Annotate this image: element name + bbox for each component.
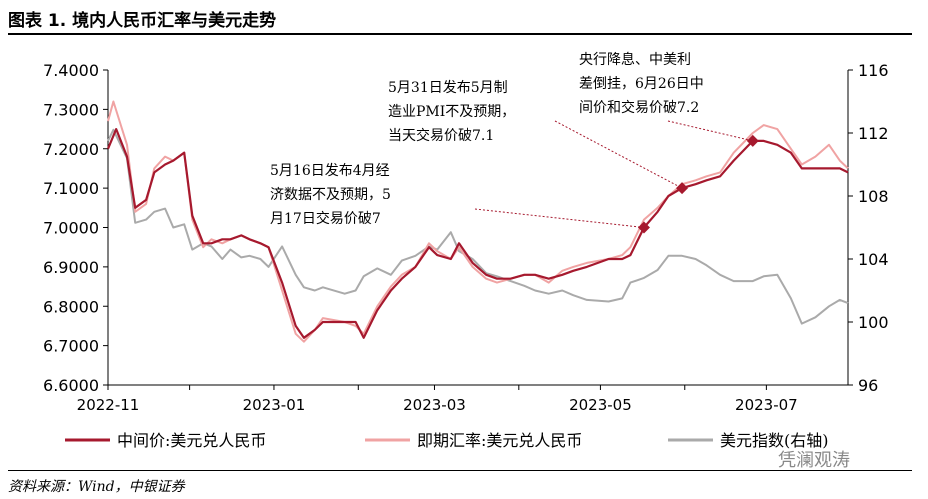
legend-item-2: 美元指数(右轴)	[668, 431, 829, 450]
y-right-tick-label: 100	[858, 313, 889, 332]
y-left-tick-label: 7.2000	[43, 140, 99, 159]
legend: 中间价:美元兑人民币 即期汇率:美元兑人民币 美元指数(右轴)	[65, 431, 829, 450]
footer-rule	[8, 470, 912, 471]
axes: 6.6000 6.7000 6.8000 6.9000 7.0000 7.1000 7.20…	[43, 61, 889, 414]
event-marker-1	[676, 182, 689, 195]
x-tick-label: 2022-11	[77, 396, 140, 414]
event-marker-2	[746, 134, 759, 147]
y-left-tick-label: 7.3000	[43, 100, 99, 119]
annotation-leader-line	[554, 120, 683, 189]
annotation-line: 5月31日发布5月制	[388, 80, 508, 96]
y-left-tick-label: 6.7000	[43, 337, 99, 356]
legend-label: 即期汇率:美元兑人民币	[417, 431, 582, 450]
x-tick-label: 2023-05	[569, 396, 632, 414]
y-right-tick-label: 112	[858, 124, 889, 143]
series-layer	[106, 100, 849, 343]
y-left-tick-label: 7.4000	[43, 61, 99, 80]
series-line-2	[107, 128, 849, 325]
annotation-line: 5月16日发布4月经	[270, 163, 390, 179]
exchange-rate-chart: 6.6000 6.7000 6.8000 6.9000 7.0000 7.1000 7.20…	[43, 51, 889, 450]
x-tick-label: 2023-07	[735, 396, 798, 414]
title-rule	[8, 33, 912, 35]
annotation-line: 月17日交易价破7	[270, 210, 381, 227]
annotation-line: 间价和交易价破7.2	[579, 99, 699, 116]
y-left-tick-label: 6.8000	[43, 297, 99, 316]
series-line-0	[106, 128, 849, 339]
source-note: 资料来源：Wind，中银证券	[8, 479, 185, 495]
annotation-line: 济数据不及预期，5	[270, 187, 391, 203]
y-right-tick-label: 104	[858, 250, 889, 269]
legend-label: 中间价:美元兑人民币	[117, 431, 266, 450]
annotation-line: 央行降息、中美利	[579, 51, 691, 68]
y-left-tick-label: 6.6000	[43, 376, 99, 395]
y-left-tick-label: 7.0000	[43, 219, 99, 238]
annotation-leader-line	[474, 208, 645, 228]
legend-item-1: 即期汇率:美元兑人民币	[365, 431, 582, 450]
watermark: 凭澜观涛	[778, 450, 850, 471]
y-left-tick-label: 7.1000	[43, 179, 99, 198]
annotation-line: 造业PMI不及预期，	[388, 104, 515, 120]
legend-label: 美元指数(右轴)	[720, 431, 829, 450]
y-left-tick-label: 6.9000	[43, 258, 99, 277]
annotation-leader-line	[667, 120, 753, 142]
page-title: 图表 1. 境内人民币汇率与美元走势	[8, 11, 277, 31]
legend-item-0: 中间价:美元兑人民币	[65, 431, 266, 450]
y-right-tick-label: 116	[858, 61, 889, 80]
annotation-line: 差倒挂，6月26日中	[579, 76, 704, 92]
y-right-tick-label: 108	[858, 187, 889, 206]
x-tick-label: 2023-03	[403, 396, 466, 414]
y-right-tick-label: 96	[858, 376, 878, 395]
annotation-line: 当天交易价破7.1	[388, 127, 494, 144]
x-tick-label: 2023-01	[243, 396, 306, 414]
